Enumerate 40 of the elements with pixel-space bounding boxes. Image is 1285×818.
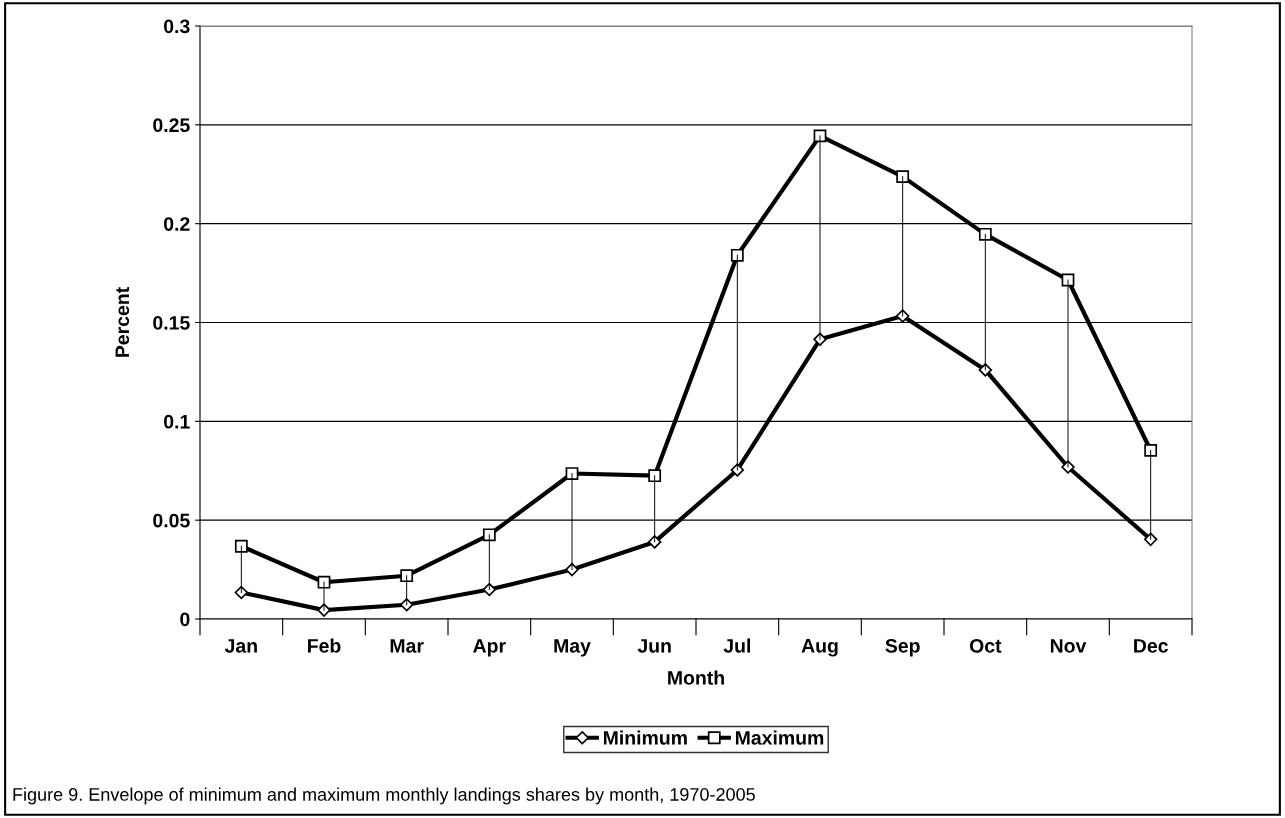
x-tick-label: Dec xyxy=(1134,639,1168,653)
y-axis-title: Percent xyxy=(115,287,130,357)
point xyxy=(978,227,992,241)
point xyxy=(896,170,910,184)
x-axis-title: Month xyxy=(668,670,724,685)
point xyxy=(895,309,910,323)
point xyxy=(234,585,249,600)
x-tick-label: Jul xyxy=(723,638,750,653)
point xyxy=(1144,443,1158,457)
x-tick-label: Feb xyxy=(308,638,341,653)
y-tick-label: 0.2 xyxy=(164,217,190,231)
point xyxy=(400,569,414,583)
x-tick-label: Nov xyxy=(1050,639,1087,653)
y-tick-label: 0.15 xyxy=(153,315,190,330)
y-tick-label: 0.05 xyxy=(153,513,190,528)
point xyxy=(482,582,497,597)
y-tick-label: 0.1 xyxy=(164,414,190,429)
legend-label: Maximum xyxy=(735,730,824,745)
x-tick-label: Apr xyxy=(473,639,506,657)
point xyxy=(730,248,744,262)
point xyxy=(978,363,993,377)
x-tick-label: Jun xyxy=(637,639,671,653)
x-tick-label: Mar xyxy=(390,639,424,653)
point xyxy=(648,469,662,483)
y-tick-label: 0 xyxy=(180,612,190,627)
x-tick-label: Jan xyxy=(224,639,257,653)
point xyxy=(1143,532,1158,547)
point xyxy=(730,463,745,477)
y-tick-label: 0.3 xyxy=(164,19,190,34)
x-tick-label: May xyxy=(554,639,591,657)
legend-label: Minimum xyxy=(603,730,687,745)
point xyxy=(399,598,414,612)
caption: Figure 9. Envelope of minimum and maximum monthly landings shares by month, 1970-2005 xyxy=(13,787,755,805)
point xyxy=(647,535,662,549)
point xyxy=(234,539,248,553)
x-tick-label: Aug xyxy=(801,639,838,657)
point xyxy=(482,528,496,542)
x-tick-label: Oct xyxy=(969,638,1002,653)
y-tick-label: 0.25 xyxy=(153,118,190,133)
x-tick-label: Sep xyxy=(885,638,920,657)
